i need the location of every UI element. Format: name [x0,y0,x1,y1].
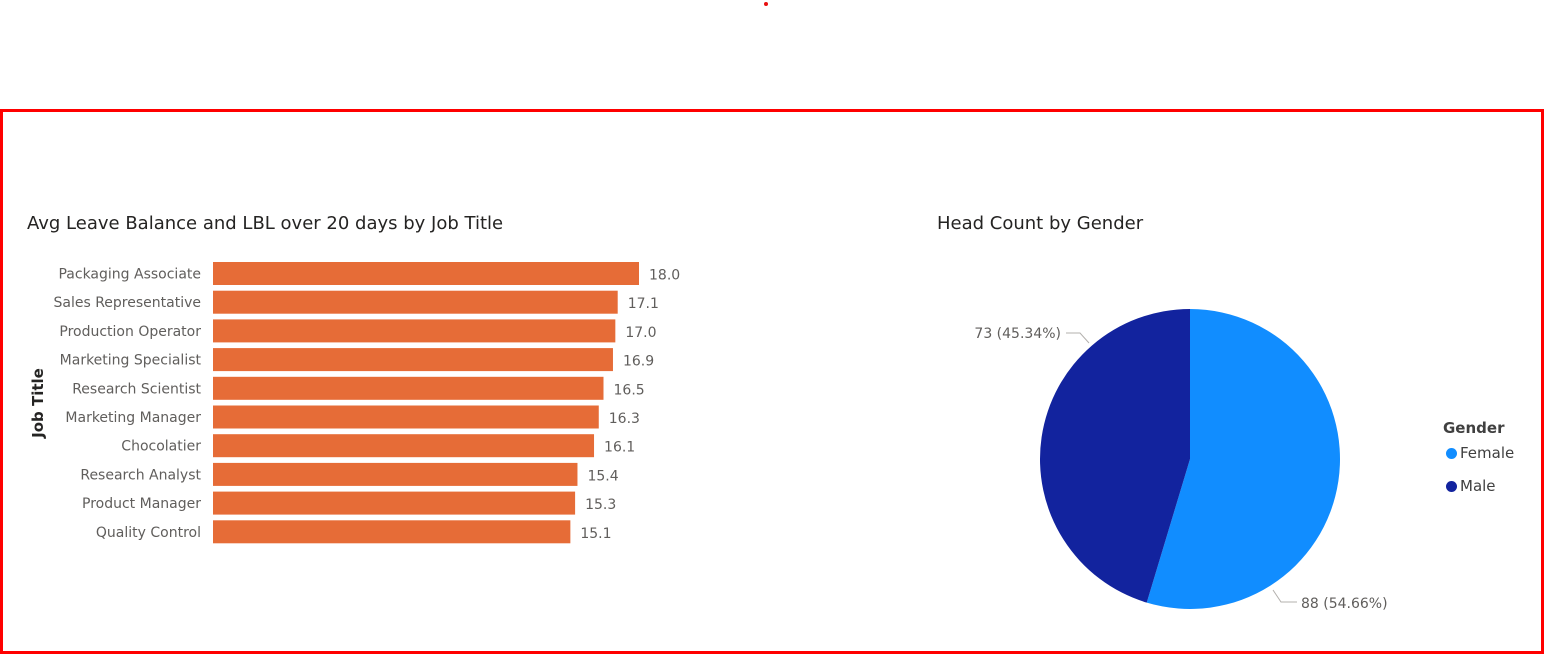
data-label: 16.9 [623,354,654,370]
category-label: Production Operator [59,324,201,340]
leader-line [1066,332,1090,344]
category-label: Marketing Specialist [60,353,202,369]
pie-chart-title: Head Count by Gender [937,213,1144,234]
bar-chart: Job Title Packaging Associate 18.0 Sales Re… [29,262,680,544]
data-label: 18.0 [649,268,680,284]
indicator-dot [764,2,768,6]
data-label: 17.1 [628,296,659,312]
pie-chart: 88 (54.66%) 73 (45.34%) [974,309,1388,612]
y-axis-title: Job Title [29,368,47,439]
legend-label-female: Female [1460,444,1515,462]
data-label: 16.3 [609,411,640,427]
data-label: 15.4 [587,468,618,484]
category-label: Sales Representative [54,295,202,311]
category-label: Research Scientist [72,381,201,397]
category-label: Packaging Associate [58,267,201,283]
legend-swatch-male [1446,480,1457,492]
leader-line [1272,589,1297,603]
bar[interactable] [213,290,618,314]
bar[interactable] [213,319,616,343]
pie-legend: Gender Female Male [1443,419,1514,509]
data-label: 16.5 [614,382,645,398]
pie-slice-female[interactable] [1146,309,1340,609]
bar[interactable] [213,520,571,544]
legend-title: Gender [1443,419,1505,437]
category-label: Product Manager [82,496,201,512]
bar[interactable] [213,462,578,486]
legend-item-male[interactable]: Male [1443,476,1514,496]
bar[interactable] [213,348,613,372]
bar[interactable] [213,376,604,400]
category-label: Marketing Manager [65,410,201,426]
legend-label-male: Male [1460,477,1496,495]
legend-item-female[interactable]: Female [1443,443,1514,463]
bar[interactable] [213,434,595,458]
data-label: 15.3 [585,497,616,513]
pie-slice-male[interactable] [1039,309,1190,603]
data-label: 17.0 [625,325,656,341]
data-label: 73 (45.34%) [974,326,1061,342]
bar[interactable] [213,491,576,515]
data-label: 88 (54.66%) [1301,596,1388,612]
category-label: Research Analyst [80,467,201,483]
bar-chart-title: Avg Leave Balance and LBL over 20 days b… [27,213,504,234]
legend-swatch-female [1446,447,1457,459]
data-label: 15.1 [580,526,611,542]
bar[interactable] [213,405,599,429]
data-label: 16.1 [604,440,635,456]
category-label: Chocolatier [121,439,201,455]
bar[interactable] [213,262,639,285]
category-label: Quality Control [96,525,201,541]
